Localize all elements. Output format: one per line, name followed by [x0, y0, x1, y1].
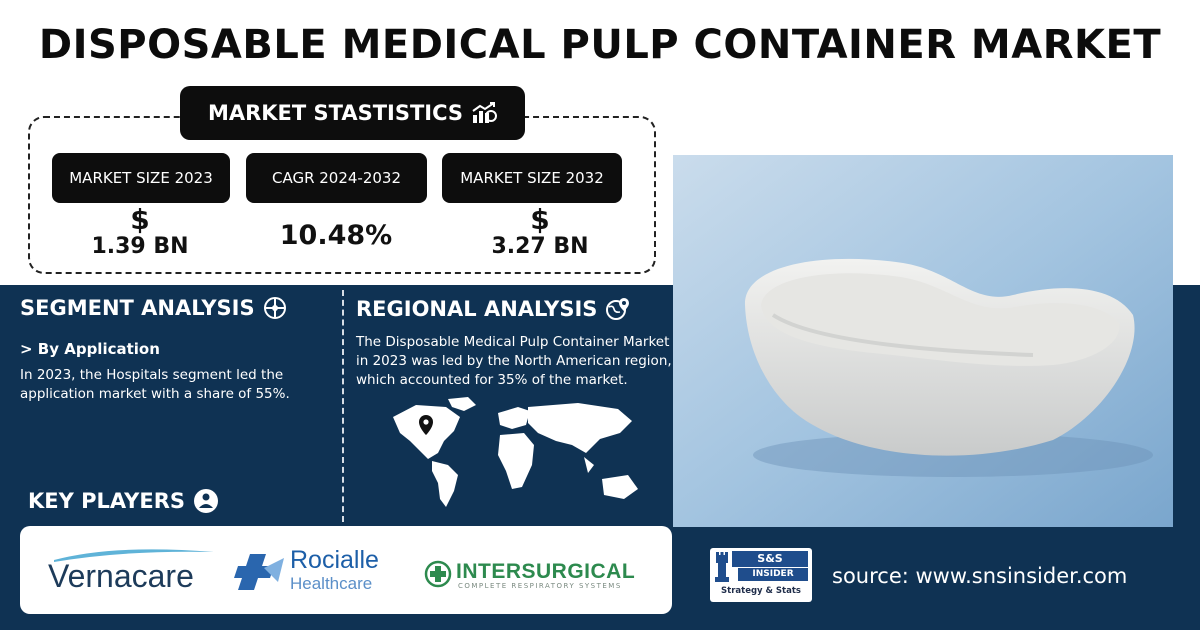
stat-label-market-size-2032: MARKET SIZE 2032	[442, 153, 622, 203]
regional-analysis-title: REGIONAL ANALYSIS	[356, 296, 631, 322]
sns-logo-tagline: Strategy & Stats	[721, 586, 801, 596]
vernacare-swoosh-icon	[54, 549, 214, 562]
chess-piece-icon	[715, 552, 729, 582]
product-photo-kidney-dish	[673, 155, 1173, 527]
stat-amount: 1.39 BN	[91, 234, 189, 259]
segment-text: In 2023, the Hospitals segment led the a…	[20, 367, 290, 402]
segment-subhead: > By Application	[20, 340, 160, 358]
rocialle-logo-subtext: Healthcare	[290, 574, 373, 593]
regional-text: The Disposable Medical Pulp Container Ma…	[356, 334, 672, 388]
world-map-icon	[393, 397, 638, 507]
rocialle-cross-icon	[234, 554, 284, 590]
source-link[interactable]: source: www.snsinsider.com	[832, 564, 1128, 588]
stat-amount: 3.27 BN	[491, 234, 589, 259]
stats-header-label: MARKET STASTISTICS	[207, 101, 464, 125]
key-players-title: KEY PLAYERS	[28, 488, 219, 514]
segment-analysis-label: SEGMENT ANALYSIS	[20, 296, 255, 320]
stat-value-cagr: 10.48%	[279, 220, 393, 251]
vernacare-logo-text: Vernacare	[48, 558, 194, 594]
sns-logo-top: S&S	[732, 551, 808, 567]
section-divider	[342, 290, 344, 522]
regional-analysis-label: REGIONAL ANALYSIS	[356, 297, 598, 321]
dollar-symbol: $	[130, 203, 150, 236]
growth-chart-icon	[472, 102, 498, 123]
stat-value-market-size-2032: $ 3.27 BN	[470, 203, 610, 260]
globe-pin-icon	[606, 298, 630, 320]
intersurgical-logo-text: INTERSURGICAL	[456, 560, 636, 583]
intersurgical-logo-subtext: COMPLETE RESPIRATORY SYSTEMS	[458, 582, 622, 590]
page-title: DISPOSABLE MEDICAL PULP CONTAINER MARKET	[38, 22, 1162, 68]
stat-label-market-size-2023: MARKET SIZE 2023	[52, 153, 230, 203]
segment-analysis-title: SEGMENT ANALYSIS	[20, 296, 287, 320]
stat-value-market-size-2023: $ 1.39 BN	[70, 203, 210, 260]
stats-header: MARKET STASTISTICS	[180, 86, 525, 140]
stat-label-cagr: CAGR 2024-2032	[246, 153, 427, 203]
rocialle-logo-text: Rocialle	[290, 546, 379, 574]
key-players-box	[20, 526, 672, 614]
sns-logo-insider: INSIDER	[738, 568, 808, 581]
intersurgical-emblem-icon	[424, 560, 452, 588]
pie-segment-icon	[263, 297, 286, 319]
key-players-label: KEY PLAYERS	[28, 489, 185, 513]
dollar-symbol: $	[530, 203, 550, 236]
players-badge-icon	[194, 489, 218, 513]
